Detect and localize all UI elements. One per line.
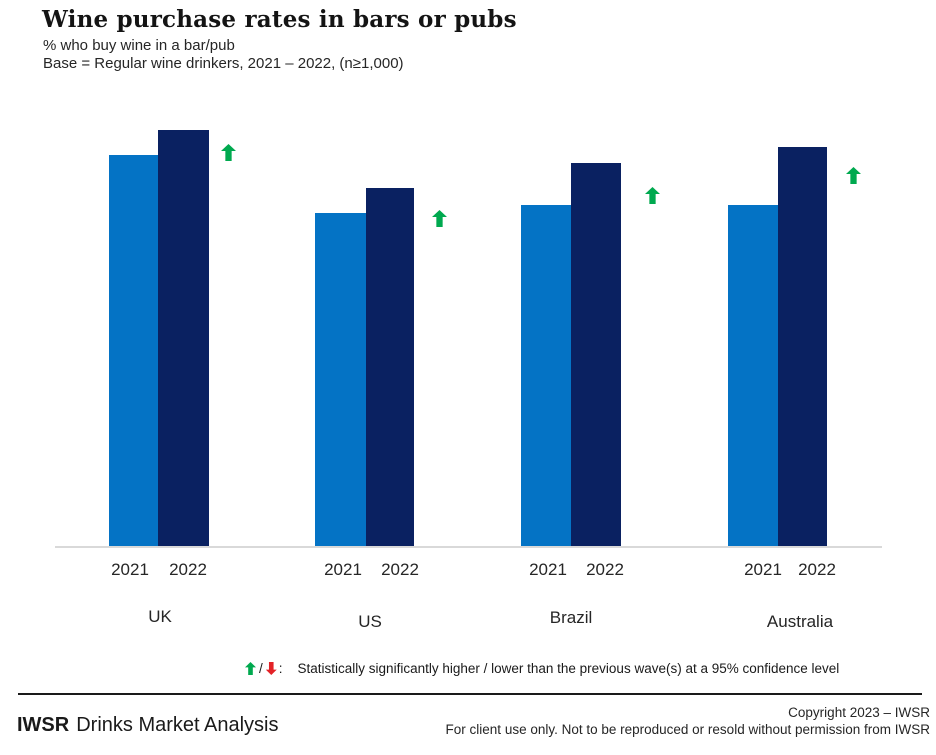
significance-up-arrow-icon-brazil: [645, 187, 660, 204]
year-label-2021-us: 2021: [324, 560, 362, 579]
country-label-australia: Australia: [766, 612, 834, 631]
copyright-line: Copyright 2023 – IWSR: [788, 705, 930, 720]
country-label-us: US: [358, 612, 382, 631]
year-label-2021-brazil: 2021: [529, 560, 567, 579]
footnote-separator: /: [259, 661, 263, 676]
year-label-2022-uk: 2022: [169, 560, 207, 579]
bar-2022-brazil: [571, 163, 621, 547]
year-label-2021-australia: 2021: [744, 560, 782, 579]
chart-subtitle: % who buy wine in a bar/pub: [43, 37, 235, 54]
usage-line: For client use only. Not to be reproduce…: [445, 722, 930, 737]
bar-2022-australia: [778, 147, 827, 547]
country-label-uk: UK: [148, 607, 172, 626]
year-label-2022-us: 2022: [381, 560, 419, 579]
bar-2022-us: [366, 188, 414, 547]
bar-2021-australia: [728, 205, 778, 547]
chart-title: Wine purchase rates in bars or pubs: [42, 6, 517, 33]
significance-up-arrow-icon-us: [432, 210, 447, 227]
country-label-brazil: Brazil: [549, 608, 593, 627]
x-axis-line: [55, 546, 882, 548]
year-label-2022-australia: 2022: [798, 560, 836, 579]
significance-footnote: / : Statistically significantly higher /…: [245, 658, 935, 679]
chart-base-note: Base = Regular wine drinkers, 2021 – 202…: [43, 55, 404, 72]
brand-iwsr: IWSR: [17, 714, 70, 736]
significance-up-arrow-icon-australia: [846, 167, 861, 184]
brand-tagline: Drinks Market Analysis: [76, 714, 279, 736]
year-label-2021-uk: 2021: [111, 560, 149, 579]
footer-divider: [18, 693, 922, 695]
bar-2022-uk: [158, 130, 209, 547]
brand: IWSR Drinks Market Analysis: [17, 714, 279, 737]
copyright-block: Copyright 2023 – IWSR For client use onl…: [446, 704, 930, 738]
down-arrow-icon: [266, 662, 277, 675]
bar-2021-uk: [109, 155, 158, 547]
year-label-2022-brazil: 2022: [586, 560, 624, 579]
bar-2021-us: [315, 213, 366, 547]
bar-2021-brazil: [521, 205, 571, 547]
up-arrow-icon: [245, 662, 256, 675]
footnote-colon: :: [278, 661, 283, 676]
significance-up-arrow-icon-uk: [221, 144, 236, 161]
footnote-text: Statistically significantly higher / low…: [297, 661, 840, 676]
